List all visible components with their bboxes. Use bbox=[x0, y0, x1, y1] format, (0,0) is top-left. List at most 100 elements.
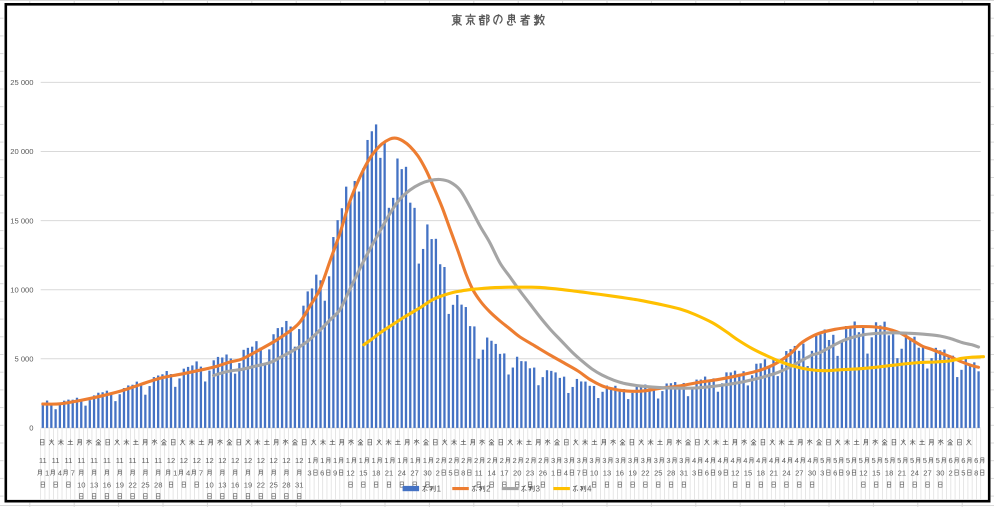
svg-text:5: 5 bbox=[884, 456, 888, 465]
svg-text:4: 4 bbox=[564, 468, 568, 477]
svg-text:5: 5 bbox=[923, 456, 927, 465]
svg-text:12: 12 bbox=[295, 456, 303, 465]
svg-text:3: 3 bbox=[628, 456, 632, 465]
svg-text:6: 6 bbox=[961, 456, 965, 465]
svg-text:13: 13 bbox=[90, 480, 98, 489]
svg-text:9: 9 bbox=[846, 468, 850, 477]
svg-text:5: 5 bbox=[833, 456, 837, 465]
svg-text:1: 1 bbox=[45, 468, 49, 477]
svg-text:10 000: 10 000 bbox=[10, 285, 33, 294]
svg-text:4: 4 bbox=[705, 456, 709, 465]
svg-text:17: 17 bbox=[500, 468, 508, 477]
svg-text:3: 3 bbox=[666, 456, 670, 465]
svg-text:11: 11 bbox=[129, 456, 137, 465]
svg-text:1: 1 bbox=[437, 484, 441, 493]
svg-text:6: 6 bbox=[948, 456, 952, 465]
svg-text:26: 26 bbox=[539, 468, 547, 477]
svg-text:3: 3 bbox=[589, 456, 593, 465]
svg-text:28: 28 bbox=[154, 480, 162, 489]
svg-text:12: 12 bbox=[269, 456, 277, 465]
svg-text:27: 27 bbox=[795, 468, 803, 477]
svg-text:1: 1 bbox=[173, 468, 177, 477]
svg-text:4: 4 bbox=[795, 456, 799, 465]
svg-text:9: 9 bbox=[718, 468, 722, 477]
svg-text:1: 1 bbox=[333, 456, 337, 465]
svg-text:12: 12 bbox=[205, 456, 213, 465]
svg-text:11: 11 bbox=[154, 456, 162, 465]
svg-text:6: 6 bbox=[705, 468, 709, 477]
svg-text:4: 4 bbox=[718, 456, 722, 465]
svg-text:1: 1 bbox=[384, 456, 388, 465]
svg-text:0: 0 bbox=[29, 424, 33, 433]
svg-text:5: 5 bbox=[820, 456, 824, 465]
svg-text:13: 13 bbox=[603, 468, 611, 477]
svg-text:18: 18 bbox=[372, 468, 380, 477]
svg-text:21: 21 bbox=[898, 468, 906, 477]
svg-text:10: 10 bbox=[590, 468, 598, 477]
svg-text:10: 10 bbox=[77, 480, 85, 489]
svg-text:13: 13 bbox=[218, 480, 226, 489]
svg-text:5: 5 bbox=[936, 456, 940, 465]
svg-text:22: 22 bbox=[641, 468, 649, 477]
svg-text:30: 30 bbox=[423, 468, 431, 477]
svg-text:6: 6 bbox=[974, 456, 978, 465]
svg-text:12: 12 bbox=[257, 456, 265, 465]
svg-text:22: 22 bbox=[257, 480, 265, 489]
svg-text:2: 2 bbox=[474, 456, 478, 465]
svg-text:12: 12 bbox=[180, 456, 188, 465]
svg-text:2: 2 bbox=[436, 456, 440, 465]
svg-text:12: 12 bbox=[346, 468, 354, 477]
svg-text:4: 4 bbox=[743, 456, 747, 465]
svg-text:5: 5 bbox=[961, 468, 965, 477]
svg-text:4: 4 bbox=[58, 468, 62, 477]
svg-text:25 000: 25 000 bbox=[10, 78, 33, 87]
svg-text:2: 2 bbox=[525, 456, 529, 465]
svg-text:20 000: 20 000 bbox=[10, 147, 33, 156]
svg-text:2: 2 bbox=[487, 456, 491, 465]
svg-text:5: 5 bbox=[897, 456, 901, 465]
svg-text:28: 28 bbox=[282, 480, 290, 489]
svg-text:12: 12 bbox=[167, 456, 175, 465]
svg-text:4: 4 bbox=[730, 456, 734, 465]
svg-text:3: 3 bbox=[654, 456, 658, 465]
svg-text:30: 30 bbox=[936, 468, 944, 477]
svg-text:4: 4 bbox=[756, 456, 760, 465]
svg-text:18: 18 bbox=[757, 468, 765, 477]
svg-text:11: 11 bbox=[116, 456, 124, 465]
svg-text:21: 21 bbox=[385, 468, 393, 477]
svg-text:30: 30 bbox=[808, 468, 816, 477]
svg-text:31: 31 bbox=[680, 468, 688, 477]
svg-text:2: 2 bbox=[512, 456, 516, 465]
svg-text:5: 5 bbox=[859, 456, 863, 465]
svg-text:22: 22 bbox=[128, 480, 136, 489]
svg-text:15 000: 15 000 bbox=[10, 216, 33, 225]
svg-text:11: 11 bbox=[64, 456, 72, 465]
svg-text:11: 11 bbox=[52, 456, 60, 465]
svg-text:12: 12 bbox=[192, 456, 200, 465]
svg-text:12: 12 bbox=[231, 456, 239, 465]
svg-text:14: 14 bbox=[487, 468, 495, 477]
svg-text:25: 25 bbox=[269, 480, 277, 489]
svg-text:1: 1 bbox=[551, 468, 555, 477]
svg-text:24: 24 bbox=[910, 468, 918, 477]
svg-text:1: 1 bbox=[320, 456, 324, 465]
svg-text:4: 4 bbox=[692, 456, 696, 465]
svg-text:3: 3 bbox=[602, 456, 606, 465]
svg-text:16: 16 bbox=[231, 480, 239, 489]
svg-text:12: 12 bbox=[731, 468, 739, 477]
svg-text:3: 3 bbox=[679, 456, 683, 465]
svg-text:20: 20 bbox=[513, 468, 521, 477]
svg-text:1: 1 bbox=[423, 456, 427, 465]
svg-text:7: 7 bbox=[199, 468, 203, 477]
svg-text:15: 15 bbox=[359, 468, 367, 477]
svg-text:25: 25 bbox=[141, 480, 149, 489]
svg-text:5: 5 bbox=[846, 456, 850, 465]
svg-text:11: 11 bbox=[141, 456, 149, 465]
svg-text:11: 11 bbox=[39, 456, 47, 465]
svg-text:3: 3 bbox=[692, 468, 696, 477]
svg-text:16: 16 bbox=[103, 480, 111, 489]
svg-text:6: 6 bbox=[320, 468, 324, 477]
svg-text:19: 19 bbox=[115, 480, 123, 489]
svg-text:12: 12 bbox=[282, 456, 290, 465]
svg-text:15: 15 bbox=[744, 468, 752, 477]
